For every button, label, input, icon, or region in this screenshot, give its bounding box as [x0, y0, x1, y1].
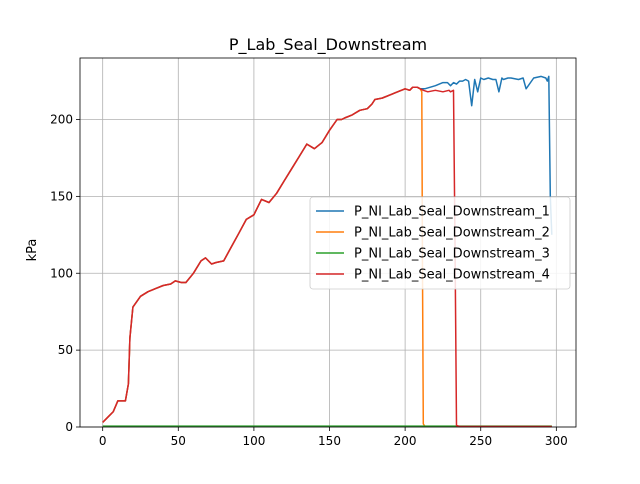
x-tick-label: 150	[318, 434, 341, 448]
x-tick-label: 300	[545, 434, 568, 448]
y-tick-label: 150	[50, 189, 73, 203]
y-axis-ticks: 0 50 100 150 200	[50, 113, 80, 434]
y-tick-label: 0	[65, 420, 73, 434]
x-tick-label: 250	[469, 434, 492, 448]
y-tick-label: 50	[58, 343, 73, 357]
legend-box	[309, 196, 571, 290]
x-tick-label: 0	[99, 434, 107, 448]
y-tick-label: 200	[50, 113, 73, 127]
plot-series-group	[102, 75, 553, 428]
legend-label: P_NI_Lab_Seal_Downstream_3	[354, 247, 550, 262]
legend: P_NI_Lab_Seal_Downstream_1 P_NI_Lab_Seal_…	[309, 196, 571, 290]
legend-label: P_NI_Lab_Seal_Downstream_2	[354, 226, 550, 241]
x-tick-label: 200	[394, 434, 417, 448]
y-axis-label: kPa	[25, 239, 40, 262]
x-tick-label: 50	[171, 434, 186, 448]
legend-label: P_NI_Lab_Seal_Downstream_4	[354, 268, 550, 283]
x-tick-label: 100	[242, 434, 265, 448]
chart-title: P_Lab_Seal_Downstream	[229, 35, 427, 55]
x-axis-ticks: 0 50 100 150 200 250 300	[99, 427, 568, 448]
axes-frame	[79, 57, 577, 428]
legend-label: P_NI_Lab_Seal_Downstream_1	[354, 205, 550, 220]
series-line-4	[102, 86, 552, 428]
y-tick-label: 100	[50, 266, 73, 280]
